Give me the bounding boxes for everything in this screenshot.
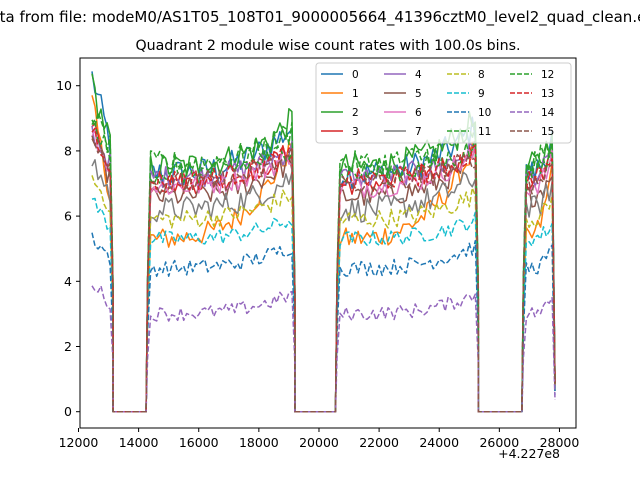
- series-line-10: [91, 232, 556, 413]
- legend-label-6: 6: [415, 107, 422, 119]
- y-tick-label: 4: [64, 274, 72, 289]
- legend-label-11: 11: [478, 126, 491, 138]
- y-tick-label: 2: [64, 339, 72, 354]
- x-tick-label: 24000: [419, 435, 459, 450]
- legend-label-10: 10: [478, 107, 491, 119]
- legend-label-8: 8: [478, 69, 485, 81]
- series-line-13: [91, 127, 556, 413]
- figure-suptitle: Data from file: modeM0/AS1T05_108T01_900…: [0, 8, 640, 27]
- x-offset-label: +4.227e8: [498, 446, 560, 461]
- legend-label-15: 15: [541, 126, 554, 138]
- legend-label-14: 14: [541, 107, 555, 119]
- x-tick-label: 16000: [179, 435, 219, 450]
- x-tick-label: 28000: [540, 435, 580, 450]
- legend-label-13: 13: [541, 88, 554, 100]
- legend-label-1: 1: [352, 88, 359, 100]
- y-tick-label: 8: [64, 143, 72, 158]
- x-tick-label: 20000: [299, 435, 339, 450]
- y-tick-label: 10: [56, 78, 72, 93]
- legend-label-12: 12: [541, 69, 554, 81]
- y-tick-label: 6: [64, 209, 72, 224]
- axes-layer: 12000 14000 16000 18000 20000 22000 24000 26000…: [56, 57, 580, 450]
- legend-label-3: 3: [352, 126, 359, 138]
- legend-label-9: 9: [478, 88, 485, 100]
- legend-label-7: 7: [415, 126, 422, 138]
- x-tick-label: 26000: [479, 435, 519, 450]
- series-line-11: [91, 111, 556, 413]
- y-tick-label: 0: [64, 404, 72, 419]
- legend-label-4: 4: [415, 69, 422, 81]
- chart-title: Quadrant 2 module wise count rates with …: [135, 38, 520, 54]
- legend-label-5: 5: [415, 88, 422, 100]
- x-tick-label: 14000: [119, 435, 159, 450]
- series-line-15: [91, 135, 556, 413]
- x-tick-label: 12000: [59, 435, 99, 450]
- series-line-7: [91, 159, 556, 413]
- legend-label-2: 2: [352, 107, 359, 119]
- plot-frame: [79, 57, 577, 429]
- legend-label-0: 0: [352, 69, 359, 81]
- legend-box: [315, 62, 572, 144]
- x-tick-label: 22000: [359, 435, 399, 450]
- series-line-14: [91, 285, 556, 413]
- series-line-4: [91, 125, 556, 413]
- series-line-8: [91, 175, 556, 413]
- x-tick-label: 18000: [239, 435, 279, 450]
